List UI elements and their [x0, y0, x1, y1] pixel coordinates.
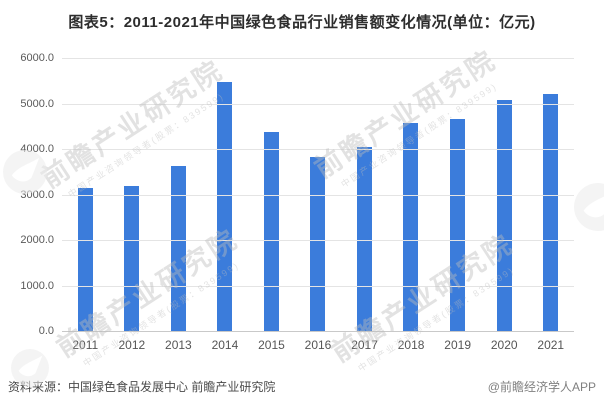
x-axis: 2011 2012 2013 2014 2015 2016 2017 2018 2019 2020… — [62, 338, 574, 352]
x-tick-label-2017: 2017 — [351, 338, 378, 352]
source-note: 资料来源：中国绿色食品发展中心 前瞻产业研究院 — [8, 380, 276, 394]
gridline — [62, 149, 574, 150]
x-tick-label-2011: 2011 — [72, 338, 99, 352]
bar-2017 — [356, 147, 372, 331]
y-tick-label: 6000.0 — [20, 52, 54, 64]
chart-title: 图表5：2011-2021年中国绿色食品行业销售额变化情况(单位：亿元) — [68, 14, 536, 31]
x-tick-label-2012: 2012 — [118, 338, 146, 352]
y-tick-label: 5000.0 — [20, 97, 54, 110]
bar-2014 — [217, 81, 233, 331]
y-tick-label: 2000.0 — [20, 234, 54, 246]
plot-area — [62, 58, 574, 332]
x-tick-label-2020: 2020 — [490, 338, 518, 352]
gridline — [62, 194, 574, 196]
gridline — [62, 285, 574, 287]
bar-2021 — [543, 93, 559, 331]
x-tick-label-2015: 2015 — [258, 338, 285, 352]
y-tick-label: 1000.0 — [20, 279, 54, 292]
gridline — [62, 240, 574, 241]
x-tick-label-2013: 2013 — [165, 338, 192, 352]
x-tick-label-2014: 2014 — [211, 338, 239, 352]
bar-2013 — [170, 166, 186, 331]
bar-2019 — [450, 119, 466, 331]
gridline — [62, 103, 574, 105]
y-tick-label: 3000.0 — [20, 188, 54, 201]
bar-2016 — [310, 156, 326, 331]
bar-2012 — [124, 186, 140, 331]
x-tick-label-2019: 2019 — [444, 338, 471, 352]
bar-2020 — [496, 99, 512, 331]
y-tick-label: 0.0 — [38, 325, 54, 337]
y-axis: 0.0 1000.0 2000.0 3000.0 4000.0 5000.0 6000.0 — [0, 52, 54, 337]
gridline — [62, 58, 574, 59]
bar-2015 — [263, 131, 279, 331]
bar-2011 — [77, 188, 93, 331]
watermark-logo-icon — [574, 183, 604, 231]
x-tick-label-2018: 2018 — [397, 338, 425, 352]
x-tick-label-2021: 2021 — [537, 338, 565, 352]
bar-2018 — [403, 123, 419, 331]
credit-note: @前瞻经济学人APP — [487, 380, 596, 394]
x-tick-label-2016: 2016 — [304, 338, 332, 352]
y-tick-label: 4000.0 — [20, 143, 54, 155]
